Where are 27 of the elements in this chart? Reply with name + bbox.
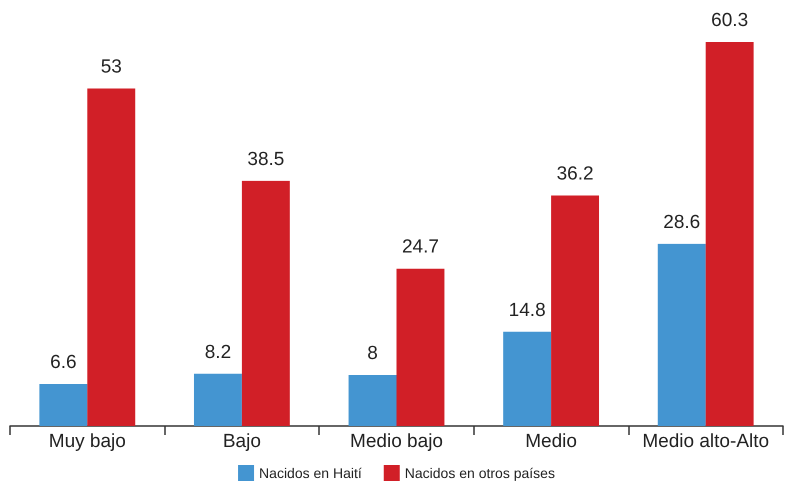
data-label: 14.8 [508,300,546,321]
data-label: 8 [367,343,378,364]
bar [503,332,552,426]
data-label: 38.5 [247,148,284,170]
legend-label: Nacidos en Haití [259,465,362,481]
data-label: 24.7 [402,236,439,258]
x-tick-label: Bajo [222,431,261,452]
data-label: 8.2 [204,342,232,363]
x-tick-label: Medio [525,431,577,452]
bar [87,88,136,426]
bar [39,384,88,426]
data-label: 28.6 [663,212,700,233]
data-label: 60.3 [711,10,748,31]
bar [348,375,396,426]
x-tick-label: Medio alto-Alto [642,431,770,452]
data-label: 53 [100,56,122,78]
data-label: 6.6 [50,352,77,373]
x-tick-label: Muy bajo [48,431,126,452]
x-tick-label: Medio bajo [350,431,443,452]
legend-label: Nacidos en otros países [404,465,555,481]
bar [658,244,706,426]
bar [194,374,242,426]
bar [396,268,444,426]
bar [551,195,600,426]
bar [706,42,754,426]
bar [242,180,290,426]
data-label: 36.2 [556,163,594,184]
